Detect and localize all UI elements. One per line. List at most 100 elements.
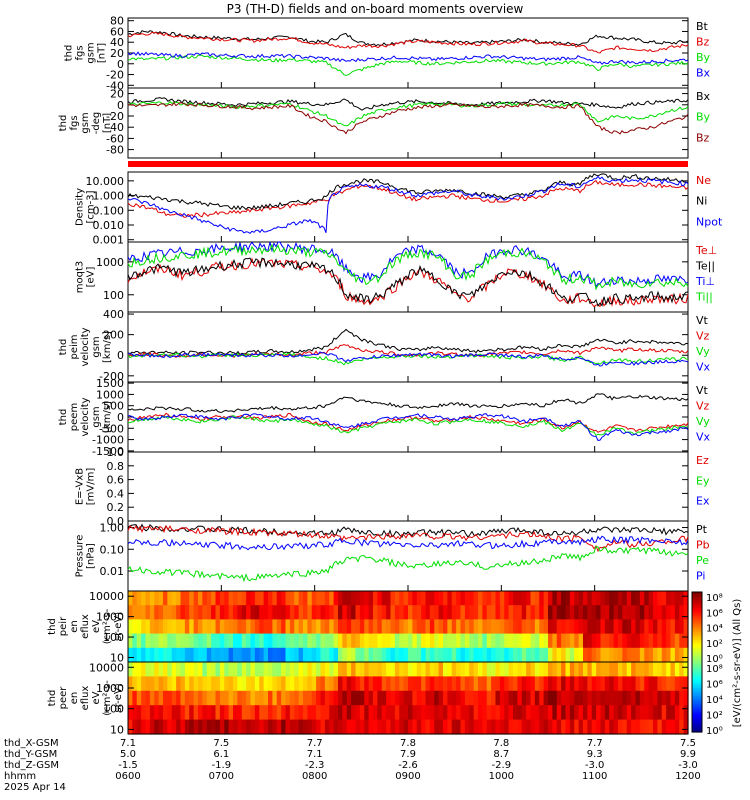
spectrogram-cell — [504, 647, 510, 663]
spectrogram-cell — [294, 676, 300, 692]
x-row-label: thd_Y-GSM — [4, 749, 57, 760]
spectrogram-cell — [408, 647, 413, 663]
spectrogram-cell — [154, 605, 160, 620]
spectrogram-cell — [548, 619, 553, 635]
spectrogram-cell — [583, 662, 588, 677]
spectrogram-cell — [351, 705, 357, 721]
spectrogram-cell — [167, 719, 173, 735]
spectrogram-cell — [434, 647, 440, 663]
spectrogram-cell — [224, 719, 230, 735]
spectrogram-cell — [184, 633, 190, 649]
spectrogram-cell — [171, 647, 177, 663]
y-tick-label: 10000 — [89, 590, 124, 603]
spectrogram-cell — [316, 719, 322, 735]
x-row-value: 1100 — [582, 771, 607, 782]
spectrogram-cell — [198, 591, 203, 606]
spectrogram-cell — [373, 633, 378, 649]
colorbar-band — [692, 648, 702, 651]
spectrogram-cell — [661, 705, 667, 721]
spectrogram-cell — [521, 619, 527, 635]
spectrogram-cell — [657, 605, 663, 620]
spectrogram-cell — [228, 619, 234, 635]
spectrogram-cell — [377, 591, 383, 606]
spectrogram-cell — [228, 719, 234, 735]
spectrogram-cell — [561, 605, 567, 620]
spectrogram-cell — [333, 676, 339, 692]
spectrogram-cell — [639, 619, 645, 635]
spectrogram-cell — [390, 619, 396, 635]
spectrogram-cell — [644, 662, 650, 677]
spectrogram-cell — [416, 605, 422, 620]
spectrogram-cell — [211, 591, 217, 606]
colorbar-band — [692, 696, 702, 699]
x-row-value: 7.1 — [120, 738, 136, 749]
spectrogram-cell — [311, 647, 317, 663]
spectrogram-cell — [381, 605, 387, 620]
spectrogram-cell — [128, 591, 133, 606]
spectrogram-cell — [591, 705, 597, 721]
spectrogram-cell — [233, 662, 238, 677]
spectrogram-cell — [604, 633, 610, 649]
spectrogram-cell — [661, 719, 667, 735]
spectrogram-cell — [386, 662, 392, 677]
spectrogram-cell — [403, 719, 409, 735]
spectrogram-cell — [425, 705, 431, 721]
spectrogram-cell — [128, 690, 133, 706]
spectrogram-cell — [517, 591, 523, 606]
spectrogram-cell — [193, 605, 199, 620]
y-tick-label: 10000 — [89, 661, 124, 674]
spectrogram-cell — [565, 662, 571, 677]
spectrogram-cell — [648, 619, 654, 635]
spectrogram-cell — [373, 705, 378, 721]
colorbar-tick-label: 10⁶ — [706, 680, 723, 691]
spectrogram-cell — [464, 591, 470, 606]
spectrogram-cell — [569, 619, 575, 635]
colorbar-band — [692, 730, 702, 733]
spectrogram-cell — [163, 591, 168, 606]
legend-label: Bt — [696, 20, 709, 33]
spectrogram-cell — [180, 676, 186, 692]
spectrogram-cell — [338, 633, 343, 649]
spectrogram-cell — [364, 662, 370, 677]
y-tick-label: 100 — [103, 289, 124, 302]
y-axis-label-line: [mV/m] — [86, 468, 97, 506]
spectrogram-cell — [158, 662, 164, 677]
spectrogram-cell — [289, 605, 295, 620]
spectrogram-cell — [495, 676, 501, 692]
spectrogram-cell — [373, 647, 378, 663]
spectrogram-cell — [639, 705, 645, 721]
spectrogram-cell — [499, 705, 505, 721]
spectrogram-cell — [189, 705, 195, 721]
spectrogram-cell — [561, 591, 567, 606]
y-tick-label: 100 — [103, 703, 124, 716]
spectrogram-cell — [578, 633, 584, 649]
spectrogram-cell — [320, 705, 326, 721]
spectrogram-cell — [434, 690, 440, 706]
spectrogram-cell — [508, 676, 514, 692]
spectrogram-cell — [583, 719, 588, 735]
spectrogram-cell — [294, 647, 300, 663]
spectrogram-cell — [176, 605, 182, 620]
spectrogram-cell — [521, 662, 527, 677]
spectrogram-cell — [552, 676, 558, 692]
spectrogram-cell — [189, 719, 195, 735]
spectrogram-cell — [316, 690, 322, 706]
spectrogram-cell — [482, 619, 488, 635]
spectrogram-cell — [307, 719, 313, 735]
spectrogram-cell — [521, 676, 527, 692]
spectrogram-cell — [626, 605, 632, 620]
spectrogram-cell — [565, 605, 571, 620]
spectrogram-cell — [342, 676, 348, 692]
spectrogram-cell — [583, 676, 588, 692]
spectrogram-cell — [329, 719, 335, 735]
spectrogram-cell — [263, 633, 269, 649]
spectrogram-cell — [149, 633, 155, 649]
spectrogram-cell — [596, 647, 602, 663]
spectrogram-cell — [609, 633, 615, 649]
spectrogram-cell — [552, 633, 558, 649]
series-line — [127, 535, 689, 551]
spectrogram-cell — [298, 633, 304, 649]
spectrogram-cell — [241, 676, 247, 692]
y-tick-label: 1.000 — [93, 190, 125, 203]
spectrogram-cell — [180, 719, 186, 735]
